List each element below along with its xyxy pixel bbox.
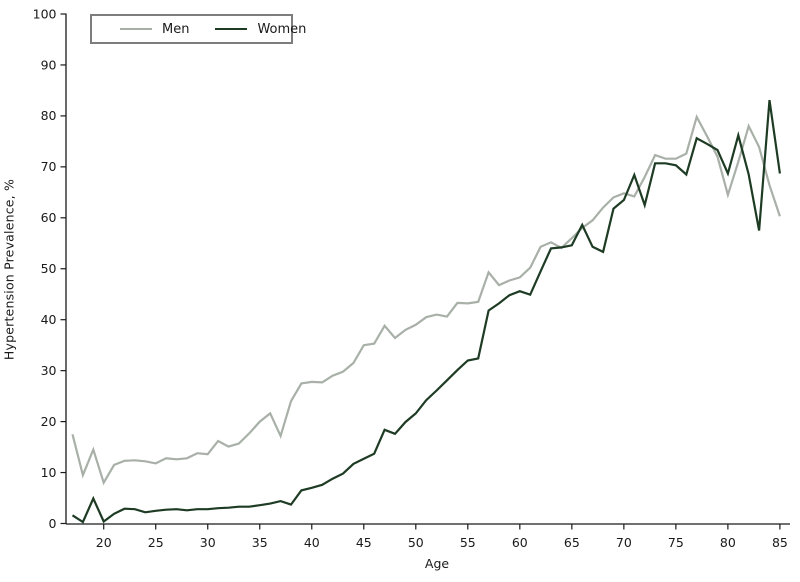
y-tick-label: 50: [41, 261, 57, 276]
y-tick-label: 0: [49, 516, 57, 531]
x-tick-label: 35: [252, 535, 268, 550]
women-line-swatch: [215, 28, 248, 30]
x-tick-label: 20: [96, 535, 112, 550]
legend-item-men: Men: [120, 22, 189, 37]
x-tick-label: 85: [772, 535, 788, 550]
x-tick-label: 50: [408, 535, 424, 550]
y-axis-title: Hypertension Prevalence, %: [1, 178, 17, 361]
men-legend-label: Men: [162, 21, 190, 37]
x-tick-label: 70: [616, 535, 632, 550]
men-line-swatch: [120, 28, 152, 30]
y-tick-label: 90: [41, 57, 57, 72]
x-tick-label: 80: [720, 535, 736, 550]
y-axis-ticks: 0 10 20 30 40 50 60 70 80 90 100: [33, 6, 66, 531]
x-axis-ticks: 20 25 30 35 40 45 50 55 60 65 70 75 80 85: [96, 524, 788, 550]
y-tick-label: 10: [41, 465, 57, 480]
women-line: [71, 99, 781, 524]
x-tick-label: 65: [564, 535, 580, 550]
x-tick-label: 40: [304, 535, 320, 550]
x-tick-label: 60: [512, 535, 528, 550]
y-tick-label: 60: [41, 210, 57, 225]
men-line: [71, 113, 781, 486]
legend-item-women: Women: [215, 22, 306, 37]
y-tick-label: 70: [41, 159, 57, 174]
x-tick-label: 55: [460, 535, 476, 550]
women-legend-label: Women: [257, 21, 307, 37]
legend: Men Women: [90, 14, 306, 44]
x-axis-title: Age: [424, 556, 450, 571]
x-tick-label: 75: [668, 535, 684, 550]
x-tick-label: 45: [356, 535, 372, 550]
x-tick-label: 30: [200, 535, 216, 550]
y-tick-label: 40: [41, 312, 57, 327]
y-tick-label: 80: [41, 108, 57, 123]
y-tick-label: 20: [41, 414, 57, 429]
x-tick-label: 25: [148, 535, 164, 550]
y-tick-label: 30: [41, 363, 57, 378]
y-tick-label: 100: [33, 6, 57, 21]
